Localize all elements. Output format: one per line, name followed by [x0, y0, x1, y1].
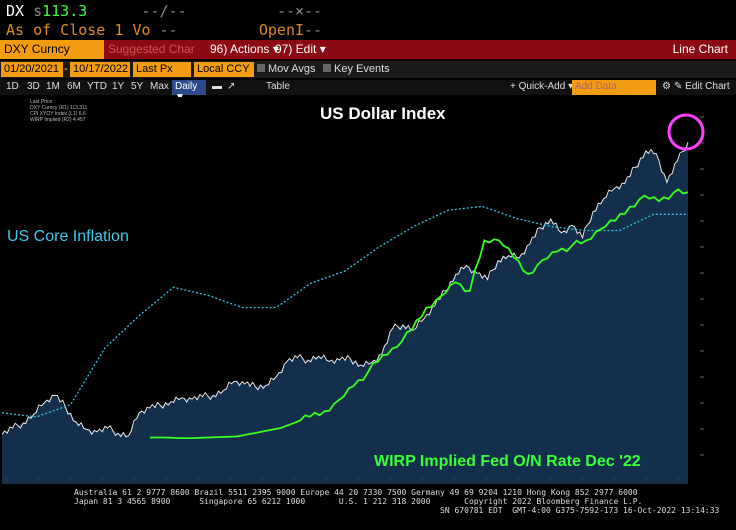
pencil-icon: ✎: [674, 81, 683, 92]
x-axis: [5, 477, 679, 481]
start-date-input[interactable]: 01/20/2021: [1, 62, 63, 77]
actions-menu[interactable]: 96) Actions ▾: [210, 42, 279, 56]
price-field-select[interactable]: Last Px: [133, 62, 191, 77]
wirp-rate-line: [150, 188, 689, 440]
range-1m[interactable]: 1M: [46, 81, 60, 92]
range-dashes: --×--: [276, 2, 323, 20]
settings-icon[interactable]: ⚙: [662, 81, 671, 92]
volume-label: Vo: [132, 21, 151, 39]
edit-menu[interactable]: 97) Edit ▾: [275, 42, 326, 56]
dxy-area-fill: [2, 142, 688, 484]
ticker-symbol: DX: [6, 2, 25, 20]
chart-legend: Last Price DXY Curncy (R1) 113.311 CPI X…: [30, 99, 87, 123]
highlight-circle: [667, 113, 705, 151]
function-toolbar: DXY Curncy Suggested Char 96) Actions ▾ …: [0, 40, 736, 59]
range-3d[interactable]: 3D: [27, 81, 40, 92]
dxy-price-line: [1, 141, 689, 438]
cpi-line-series: [1, 205, 688, 418]
dxy-line-series: [1, 141, 689, 438]
date-separator: -: [64, 63, 68, 75]
chevron-down-icon: ▾: [319, 42, 326, 56]
open-interest-value: --: [304, 21, 323, 39]
actions-label: 96) Actions: [210, 42, 270, 56]
mov-avgs-toggle[interactable]: Mov Avgs: [257, 63, 316, 75]
bloomberg-footer: Australia 61 2 9777 8600 Brazil 5511 239…: [0, 486, 736, 530]
footer-contacts-line: Australia 61 2 9777 8600 Brazil 5511 239…: [74, 488, 638, 497]
add-data-input[interactable]: Add Data: [572, 80, 656, 95]
dxy-area-series: [2, 142, 688, 484]
frequency-label: Daily: [175, 81, 198, 92]
as-of-label: As of Close: [6, 21, 106, 39]
wirp-line-series: [150, 188, 689, 440]
mov-avgs-label: Mov Avgs: [268, 63, 316, 75]
edit-chart-button[interactable]: ✎ Edit Chart: [674, 81, 730, 92]
line-style-icon[interactable]: ↗: [227, 81, 236, 92]
range-1y[interactable]: 1Y: [112, 81, 125, 92]
legend-header: Last Price: [30, 99, 53, 105]
legend-item-wirp: WIRP Implied (R2) 4.457: [30, 117, 86, 123]
edit-label: 97) Edit: [275, 42, 317, 56]
currency-select[interactable]: Local CCY: [194, 62, 254, 77]
suggested-charts-button[interactable]: Suggested Char: [108, 42, 195, 56]
range-ytd[interactable]: YTD: [87, 81, 107, 92]
wirp-annotation: WIRP Implied Fed O/N Rate Dec '22: [374, 453, 641, 470]
footer-copyright-line: Japan 81 3 4565 8900 Singapore 65 6212 1…: [74, 497, 643, 506]
range-selector: 1D 3D 1M 6M YTD 1Y 5Y Max Daily ▼ ▬ ↗ Ta…: [0, 80, 736, 103]
range-1d[interactable]: 1D: [6, 81, 19, 92]
last-price: 113.3: [42, 2, 88, 20]
chart-type-label: Line Chart: [672, 42, 728, 56]
key-events-toggle[interactable]: Key Events: [323, 63, 390, 75]
chevron-down-icon: ▾: [272, 42, 279, 56]
end-date-input[interactable]: 10/17/2022: [70, 62, 130, 77]
range-max[interactable]: Max: [150, 81, 169, 92]
table-button[interactable]: Table: [266, 81, 290, 92]
right-axis: [700, 116, 704, 456]
chart-title-annotation: US Dollar Index: [320, 104, 446, 123]
as-of-number: 1: [114, 21, 124, 39]
inflation-annotation: US Core Inflation: [7, 228, 129, 245]
checkbox-icon: [323, 64, 331, 72]
plus-icon: +: [510, 81, 516, 92]
key-events-label: Key Events: [334, 63, 390, 75]
change-dashes: --/--: [141, 2, 187, 20]
quick-add-label: Quick-Add: [518, 81, 566, 92]
legend-item-cpi: CPI XYOY Index (L1) 6.6: [30, 111, 86, 117]
quick-add-menu[interactable]: + Quick-Add ▾: [510, 81, 573, 92]
frequency-select[interactable]: Daily ▼: [172, 80, 206, 103]
edit-chart-label: Edit Chart: [685, 81, 730, 92]
ticker-sub-row: As of Close 1 Vo -- OpenI--: [6, 21, 322, 39]
legend-item-dxy: DXY Curncy (R1) 113.311: [30, 105, 88, 111]
line-chart[interactable]: [0, 97, 736, 484]
chart-controls: 01/20/2021 - 10/17/2022 Last Px Local CC…: [0, 61, 736, 78]
open-interest-label: OpenI: [258, 21, 305, 39]
ticker-row: DX s113.3 --/-- --×--: [6, 2, 322, 20]
ticker-header: DX s113.3 --/-- --×-- As of Close 1 Vo -…: [0, 0, 736, 40]
security-field[interactable]: DXY Curncy: [0, 40, 104, 59]
cpi-inflation-line: [1, 205, 688, 418]
volume-value: --: [159, 21, 178, 39]
price-flag: s: [33, 2, 43, 20]
checkbox-icon: [257, 64, 265, 72]
range-5y[interactable]: 5Y: [131, 81, 144, 92]
chart-style-icon[interactable]: ▬: [212, 81, 222, 92]
range-6m[interactable]: 6M: [67, 81, 81, 92]
footer-session-line: SN 670781 EDT GMT-4:00 G375-7592-173 16-…: [440, 506, 720, 515]
chevron-down-icon: ▾: [568, 81, 574, 92]
